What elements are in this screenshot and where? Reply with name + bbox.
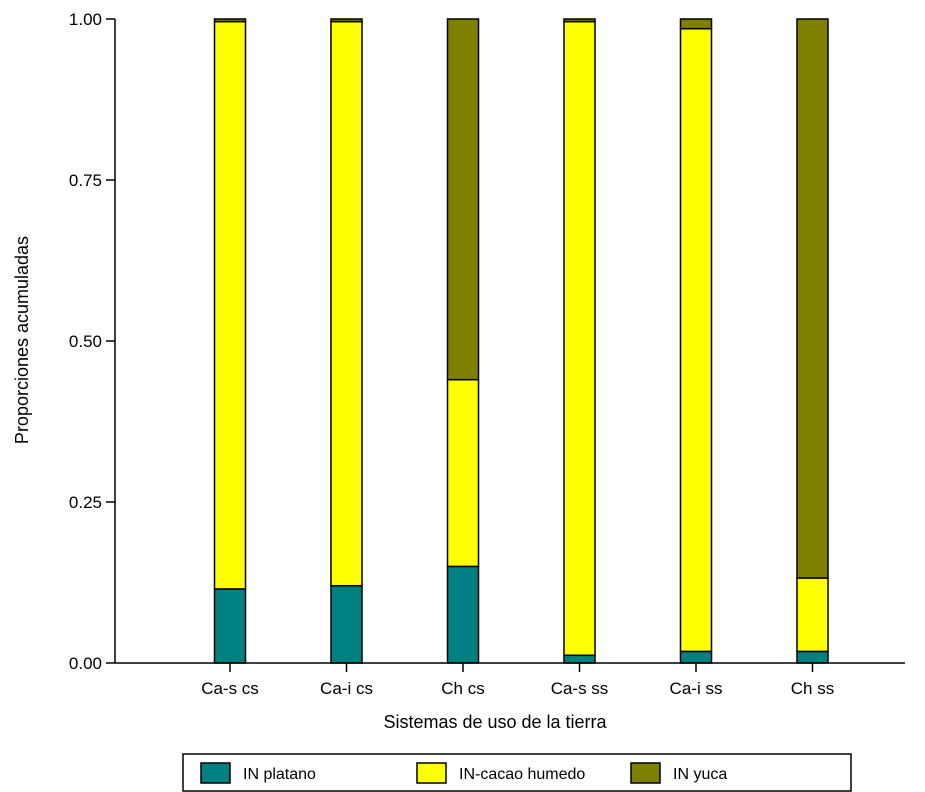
x-axis: Ca-s cs Ca-i cs Ch cs Ca-s ss Ca-i ss Ch ss xyxy=(115,662,905,698)
bar-segment-3-3 xyxy=(446,18,480,381)
y-axis: 0.00 0.25 0.50 0.75 1.00 xyxy=(69,10,116,673)
bar-segment-1-2 xyxy=(330,584,363,664)
legend-label: IN-cacao humedo xyxy=(459,766,585,783)
x-tick-label: Ch ss xyxy=(791,679,834,698)
x-tick-label: Ca-s ss xyxy=(551,679,609,698)
bar-segment-2-1 xyxy=(213,20,247,590)
bar-segment-1-5 xyxy=(679,650,713,664)
y-tick-label: 1.00 xyxy=(69,10,102,29)
bar-segment-1-3 xyxy=(446,565,480,664)
legend-swatch xyxy=(200,762,231,784)
legend-frame xyxy=(182,753,852,792)
legend-swatch xyxy=(630,762,661,784)
legend: IN platano IN-cacao humedo IN yuca xyxy=(182,753,852,792)
bar-segment-1-1 xyxy=(213,588,247,664)
bar-segment-3-6 xyxy=(796,18,829,579)
x-tick-label: Ca-i cs xyxy=(320,679,373,698)
bar-segment-3-4 xyxy=(563,18,596,23)
plot-area xyxy=(213,18,829,664)
x-tick-label: Ca-i ss xyxy=(670,679,723,698)
bar-segment-2-6 xyxy=(796,577,829,653)
bar-segment-2-2 xyxy=(330,20,363,587)
legend-label: IN yuca xyxy=(673,766,727,783)
y-tick-label: 0.25 xyxy=(69,493,102,512)
y-axis-title: Proporciones acumuladas xyxy=(12,236,32,444)
bar-segment-2-4 xyxy=(563,20,596,657)
legend-swatch xyxy=(416,762,447,784)
bar-segment-2-5 xyxy=(679,27,713,653)
y-tick-label: 0.75 xyxy=(69,171,102,190)
bar-segment-1-6 xyxy=(796,650,829,664)
legend-label: IN platano xyxy=(243,766,316,783)
bar-segment-3-1 xyxy=(213,18,247,23)
bar-segment-3-2 xyxy=(330,18,363,23)
x-axis-title: Sistemas de uso de la tierra xyxy=(383,712,607,732)
bar-segment-1-4 xyxy=(563,654,596,664)
y-tick-label: 0.00 xyxy=(69,654,102,673)
x-tick-label: Ch cs xyxy=(441,679,484,698)
y-tick-label: 0.50 xyxy=(69,332,102,351)
bar-segment-3-5 xyxy=(679,18,713,30)
bar-segment-2-3 xyxy=(446,378,480,568)
x-tick-label: Ca-s cs xyxy=(201,679,259,698)
